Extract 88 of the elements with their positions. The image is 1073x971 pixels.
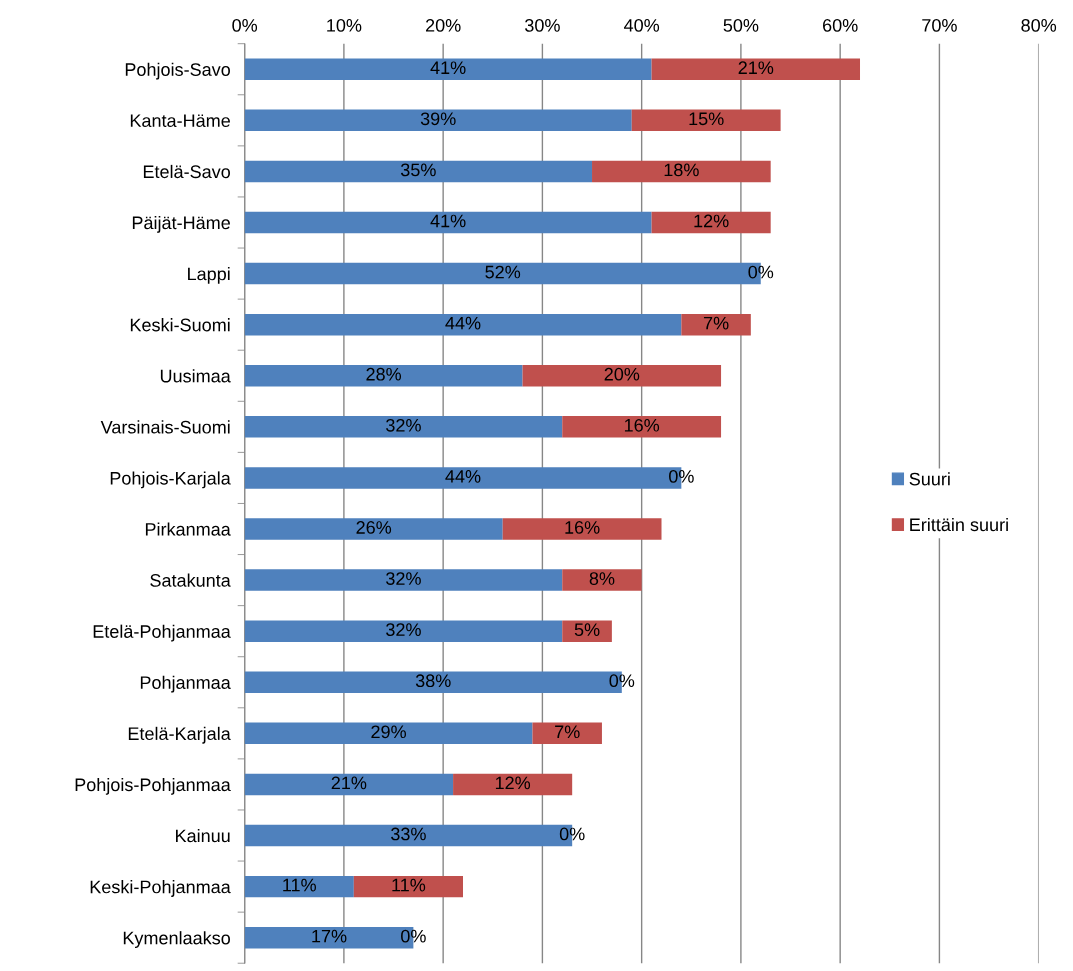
legend-label: Suuri <box>909 472 950 486</box>
bar <box>244 518 503 540</box>
bar <box>631 109 781 132</box>
data-label: 20% <box>604 367 640 381</box>
bar <box>244 569 563 591</box>
y-tick-label: Kymenlaakso <box>123 931 230 948</box>
bar <box>244 365 523 387</box>
data-label: 41% <box>430 214 466 228</box>
bar <box>353 875 463 898</box>
bar <box>651 211 771 234</box>
data-label: 8% <box>589 572 615 585</box>
y-tick-label: Varsinais-Suomi <box>100 420 230 434</box>
data-label: 28% <box>366 367 402 381</box>
data-label: 18% <box>664 163 699 177</box>
data-label: 16% <box>565 521 600 534</box>
data-label: 32% <box>386 572 421 585</box>
bar <box>244 722 533 745</box>
data-label: 17% <box>312 929 347 943</box>
data-label: 39% <box>420 112 456 126</box>
bar <box>562 620 612 642</box>
data-label: 26% <box>356 521 392 534</box>
data-label: 35% <box>400 163 436 177</box>
y-tick-label: Päijät-Häme <box>132 215 230 233</box>
bar <box>651 58 861 80</box>
x-tick-label: 60% <box>823 19 858 32</box>
data-label: 11% <box>283 878 316 892</box>
bar <box>244 211 652 234</box>
legend-label: Erittäin suuri <box>910 517 1008 532</box>
data-label: 12% <box>694 214 729 228</box>
bar <box>244 773 454 796</box>
data-label: 16% <box>624 418 660 432</box>
data-label: 44% <box>445 316 481 330</box>
data-label: 41% <box>430 61 466 75</box>
data-label: 7% <box>703 316 729 330</box>
bar <box>681 313 751 336</box>
y-tick-label: Pirkanmaa <box>145 522 231 536</box>
data-label: 11% <box>392 878 426 892</box>
y-tick-label: Etelä-Savo <box>143 164 230 179</box>
data-label: 38% <box>415 674 451 688</box>
data-label: 21% <box>331 776 367 790</box>
data-label: 5% <box>574 623 600 637</box>
data-label: 15% <box>689 112 724 126</box>
x-tick-label: 40% <box>624 19 660 32</box>
data-label: 32% <box>386 418 421 432</box>
data-label: 0% <box>669 469 694 483</box>
y-tick-label: Kanta-Häme <box>130 114 230 128</box>
bar <box>244 620 563 642</box>
bar <box>592 160 771 183</box>
bar <box>244 109 632 132</box>
bar <box>244 58 652 80</box>
data-label: 0% <box>401 929 426 943</box>
bar <box>244 313 682 336</box>
data-label: 7% <box>555 725 580 739</box>
bar <box>562 569 642 591</box>
y-tick-label: Kainuu <box>176 828 230 843</box>
x-tick-label: 10% <box>327 19 362 32</box>
x-tick-label: 70% <box>922 19 957 32</box>
data-label: 32% <box>386 623 421 637</box>
data-label: 12% <box>495 776 531 790</box>
y-tick-label: Pohjanmaa <box>140 675 231 693</box>
y-tick-label: Satakunta <box>150 573 231 587</box>
y-tick-label: Keski-Suomi <box>130 318 230 332</box>
bar <box>244 160 593 183</box>
y-tick-label: Pohjois-Pohjanmaa <box>75 777 231 795</box>
y-tick-label: Etelä-Karjala <box>128 726 231 744</box>
x-tick-label: 50% <box>723 19 759 32</box>
x-tick-label: 30% <box>525 19 560 32</box>
bar <box>244 875 354 898</box>
x-tick-label: 80% <box>1021 19 1057 32</box>
bar <box>502 518 662 540</box>
y-tick-label: Keski-Pohjanmaa <box>90 880 231 897</box>
x-tick-label: 0% <box>232 19 258 32</box>
bar <box>453 773 573 796</box>
y-tick-label: Etelä-Pohjanmaa <box>93 624 231 642</box>
bar <box>562 416 722 438</box>
y-tick-label: Lappi <box>188 267 230 284</box>
data-label: 44% <box>445 470 481 483</box>
x-tick-label: 20% <box>425 19 461 32</box>
data-label: 33% <box>391 827 426 841</box>
data-label: 29% <box>371 725 406 739</box>
data-label: 52% <box>485 265 521 279</box>
y-tick-label: Uusimaa <box>160 369 231 383</box>
y-tick-label: Pohjois-Savo <box>125 62 230 80</box>
y-tick-label: Pohjois-Karjala <box>110 471 231 489</box>
bar <box>244 416 563 438</box>
data-label: 21% <box>738 61 774 75</box>
bar <box>522 365 722 387</box>
bar <box>532 722 602 745</box>
